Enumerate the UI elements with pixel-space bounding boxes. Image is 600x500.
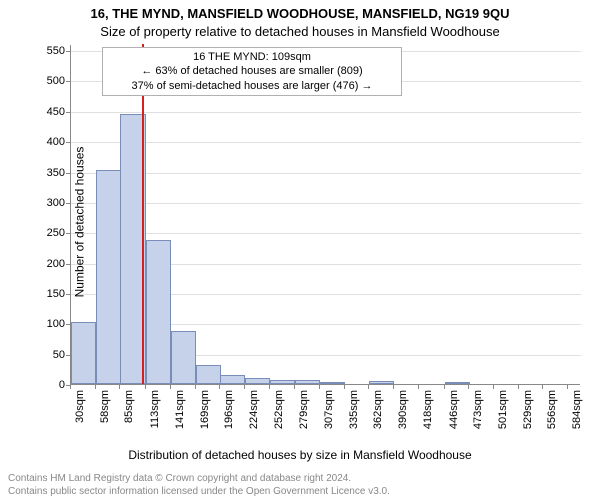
histogram-bar: [96, 170, 121, 384]
gridline: [71, 173, 581, 174]
y-tick-mark: [66, 51, 70, 52]
y-tick-mark: [66, 233, 70, 234]
footer-line1: Contains HM Land Registry data © Crown c…: [8, 473, 592, 486]
y-tick-label: 300: [25, 197, 65, 209]
plot-area: [70, 45, 580, 385]
x-tick-mark: [195, 385, 196, 389]
histogram-bar: [146, 240, 171, 385]
x-tick-mark: [418, 385, 419, 389]
x-tick-mark: [468, 385, 469, 389]
y-tick-label: 250: [25, 227, 65, 239]
x-tick-mark: [567, 385, 568, 389]
x-tick-mark: [518, 385, 519, 389]
x-tick-mark: [244, 385, 245, 389]
x-tick-mark: [119, 385, 120, 389]
x-tick-label: 224sqm: [248, 390, 260, 450]
histogram-bar: [270, 380, 295, 384]
x-tick-label: 307sqm: [323, 390, 335, 450]
x-tick-label: 85sqm: [123, 390, 135, 450]
y-tick-label: 350: [25, 167, 65, 179]
x-tick-label: 141sqm: [174, 390, 186, 450]
annotation-line1: 16 THE MYND: 109sqm: [109, 50, 395, 64]
x-axis-label: Distribution of detached houses by size …: [0, 448, 600, 462]
x-tick-label: 446sqm: [448, 390, 460, 450]
y-tick-mark: [66, 264, 70, 265]
x-tick-label: 556sqm: [546, 390, 558, 450]
histogram-bar: [295, 380, 320, 384]
x-tick-mark: [294, 385, 295, 389]
y-tick-mark: [66, 355, 70, 356]
x-tick-mark: [493, 385, 494, 389]
x-tick-label: 58sqm: [99, 390, 111, 450]
x-tick-mark: [319, 385, 320, 389]
y-tick-label: 200: [25, 258, 65, 270]
histogram-bar: [445, 382, 470, 384]
histogram-bar: [369, 381, 394, 384]
histogram-bar: [196, 365, 221, 384]
y-axis-label: Number of detached houses: [72, 147, 86, 298]
histogram-bar: [220, 375, 245, 384]
x-tick-mark: [393, 385, 394, 389]
x-tick-mark: [145, 385, 146, 389]
annotation-box: 16 THE MYND: 109sqm ← 63% of detached ho…: [102, 47, 402, 96]
y-tick-mark: [66, 112, 70, 113]
y-tick-label: 100: [25, 318, 65, 330]
title-address: 16, THE MYND, MANSFIELD WOODHOUSE, MANSF…: [0, 6, 600, 21]
gridline: [71, 142, 581, 143]
y-tick-mark: [66, 81, 70, 82]
y-tick-mark: [66, 173, 70, 174]
x-tick-label: 252sqm: [273, 390, 285, 450]
x-tick-label: 473sqm: [472, 390, 484, 450]
x-tick-label: 390sqm: [397, 390, 409, 450]
x-tick-label: 335sqm: [348, 390, 360, 450]
x-tick-mark: [70, 385, 71, 389]
footer-line2: Contains public sector information licen…: [8, 486, 592, 499]
annotation-line3: 37% of semi-detached houses are larger (…: [109, 79, 395, 93]
x-tick-label: 196sqm: [223, 390, 235, 450]
y-tick-label: 50: [25, 349, 65, 361]
gridline: [71, 112, 581, 113]
x-tick-label: 418sqm: [422, 390, 434, 450]
y-tick-label: 550: [25, 45, 65, 57]
x-tick-mark: [95, 385, 96, 389]
x-tick-mark: [444, 385, 445, 389]
x-tick-label: 113sqm: [149, 390, 161, 450]
x-tick-label: 584sqm: [571, 390, 583, 450]
x-tick-label: 362sqm: [372, 390, 384, 450]
y-tick-label: 400: [25, 136, 65, 148]
y-tick-mark: [66, 203, 70, 204]
gridline: [71, 203, 581, 204]
x-tick-label: 279sqm: [298, 390, 310, 450]
x-tick-mark: [269, 385, 270, 389]
histogram-bar: [71, 322, 96, 384]
histogram-bar: [320, 382, 345, 384]
footer-credits: Contains HM Land Registry data © Crown c…: [8, 473, 592, 498]
x-tick-mark: [344, 385, 345, 389]
histogram-bar: [245, 378, 270, 384]
histogram-bar: [171, 331, 196, 384]
y-tick-label: 150: [25, 288, 65, 300]
y-tick-label: 0: [25, 379, 65, 391]
annotation-line2: ← 63% of detached houses are smaller (80…: [109, 64, 395, 78]
y-tick-mark: [66, 294, 70, 295]
x-tick-mark: [170, 385, 171, 389]
y-tick-label: 450: [25, 106, 65, 118]
y-tick-mark: [66, 324, 70, 325]
x-tick-label: 529sqm: [522, 390, 534, 450]
y-tick-mark: [66, 142, 70, 143]
title-subtitle: Size of property relative to detached ho…: [0, 24, 600, 39]
x-tick-label: 30sqm: [74, 390, 86, 450]
x-tick-mark: [219, 385, 220, 389]
x-tick-label: 501sqm: [497, 390, 509, 450]
x-tick-mark: [542, 385, 543, 389]
x-tick-label: 169sqm: [199, 390, 211, 450]
x-tick-mark: [368, 385, 369, 389]
gridline: [71, 233, 581, 234]
y-tick-label: 500: [25, 75, 65, 87]
